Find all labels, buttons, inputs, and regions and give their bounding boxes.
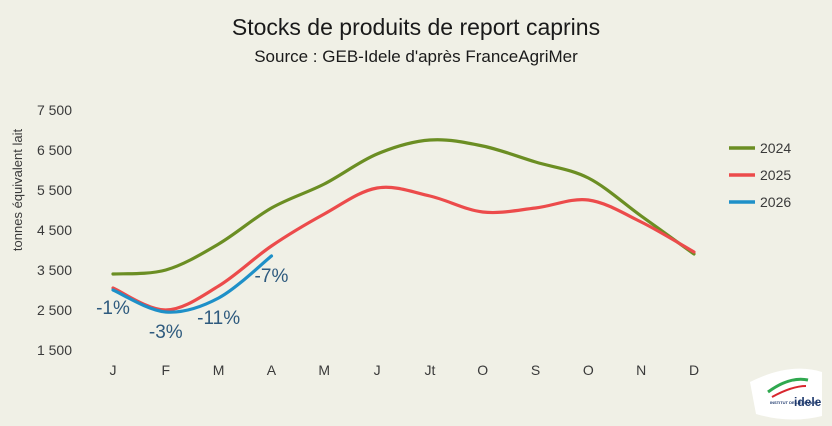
y-tick-label: 6 500 xyxy=(37,142,72,158)
annotation-label: -3% xyxy=(149,322,183,343)
x-tick-label: A xyxy=(267,362,277,378)
logo-text: idele xyxy=(794,395,822,409)
series-lines xyxy=(111,138,696,314)
x-tick-label: O xyxy=(583,362,594,378)
logo-small-text: INSTITUT DE L'ÉLEVAGE xyxy=(770,400,818,405)
x-tick-label: Jt xyxy=(424,362,435,378)
annotation-label: -1% xyxy=(96,298,130,319)
x-tick-label: J xyxy=(374,362,381,378)
legend: 2024 2025 2026 xyxy=(729,140,791,210)
legend-label: 2025 xyxy=(760,167,791,183)
logo-swoosh-red-icon xyxy=(771,385,807,398)
x-tick-label: N xyxy=(636,362,646,378)
logo-badge xyxy=(750,368,822,420)
logo-swoosh-icon xyxy=(767,377,809,394)
x-tick-label: M xyxy=(318,362,330,378)
y-axis-label: tonnes équivalent lait xyxy=(10,129,25,252)
idele-logo: INSTITUT DE L'ÉLEVAGE idele xyxy=(750,368,822,420)
annotation-label: -7% xyxy=(255,266,289,287)
annotation-label: -11% xyxy=(197,308,240,329)
series-line-2026 xyxy=(111,254,274,314)
x-axis-ticks: J F M A M J Jt O S O N D xyxy=(110,362,700,378)
y-tick-label: 7 500 xyxy=(37,102,72,118)
chart-subtitle: Source : GEB-Idele d'après FranceAgriMer xyxy=(254,47,578,66)
y-tick-label: 1 500 xyxy=(37,342,72,358)
x-tick-label: F xyxy=(162,362,171,378)
y-tick-label: 5 500 xyxy=(37,182,72,198)
x-tick-label: D xyxy=(689,362,699,378)
series-line-2025 xyxy=(111,185,696,312)
y-axis-ticks: 1 500 2 500 3 500 4 500 5 500 6 500 7 500 xyxy=(37,102,72,358)
x-tick-label: M xyxy=(213,362,225,378)
legend-label: 2026 xyxy=(760,194,791,210)
y-tick-label: 4 500 xyxy=(37,222,72,238)
y-tick-label: 3 500 xyxy=(37,262,72,278)
x-tick-label: O xyxy=(477,362,488,378)
chart-title: Stocks de produits de report caprins xyxy=(232,14,600,40)
series-line-2024 xyxy=(111,138,696,276)
y-tick-label: 2 500 xyxy=(37,302,72,318)
x-tick-label: J xyxy=(110,362,117,378)
legend-label: 2024 xyxy=(760,140,791,156)
annotations: -1% -3% -11% -7% xyxy=(96,266,288,343)
x-tick-label: S xyxy=(531,362,540,378)
